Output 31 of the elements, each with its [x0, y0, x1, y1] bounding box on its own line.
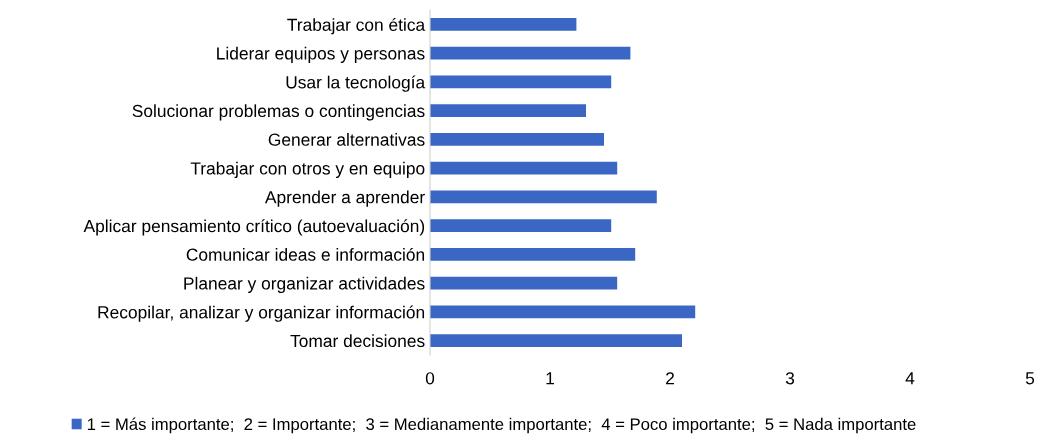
- y-tick-label: Usar la tecnología: [286, 75, 426, 92]
- bar: [430, 247, 636, 261]
- x-tick-label: 1: [546, 372, 554, 385]
- bar: [430, 276, 618, 290]
- y-tick-label: Recopilar, analizar y organizar información: [98, 305, 425, 322]
- bar: [430, 46, 631, 60]
- x-tick-label: 3: [785, 372, 795, 385]
- y-tick-label: Planear y organizar actividades: [184, 276, 425, 294]
- bar: [430, 334, 682, 348]
- y-tick-label: Comunicar ideas e información: [186, 247, 425, 261]
- y-tick-label: Generar alternativas: [268, 133, 425, 146]
- bar: [430, 104, 586, 118]
- x-tick-label: 4: [905, 372, 915, 385]
- bar: [430, 305, 696, 319]
- bar: [430, 75, 612, 89]
- legend-label: 1 = Más importante; 2 = Importante; 3 = Medianamente importante; 4 = Poco importante; 5 = Nada importante: [87, 417, 916, 434]
- y-tick-label: Trabajar con otros y en equipo: [190, 161, 425, 179]
- y-tick-label: Trabajar con ética: [287, 17, 426, 35]
- bar: [430, 132, 604, 146]
- bar: [430, 161, 618, 175]
- x-tick-label: 0: [425, 372, 435, 385]
- x-tick-label: 5: [1025, 372, 1035, 385]
- bar: [430, 190, 657, 204]
- y-tick-label: Liderar equipos y personas: [217, 46, 425, 64]
- y-tick-label: Tomar decisiones: [290, 334, 425, 348]
- y-tick-label: Aprender a aprender: [264, 190, 425, 207]
- bar: [430, 17, 577, 31]
- x-tick-label: 2: [666, 372, 674, 385]
- y-tick-label: Aplicar pensamiento crítico (autoevaluación): [83, 219, 425, 236]
- bar: [430, 219, 612, 233]
- y-tick-label: Solucionar problemas o contingencias: [132, 104, 425, 121]
